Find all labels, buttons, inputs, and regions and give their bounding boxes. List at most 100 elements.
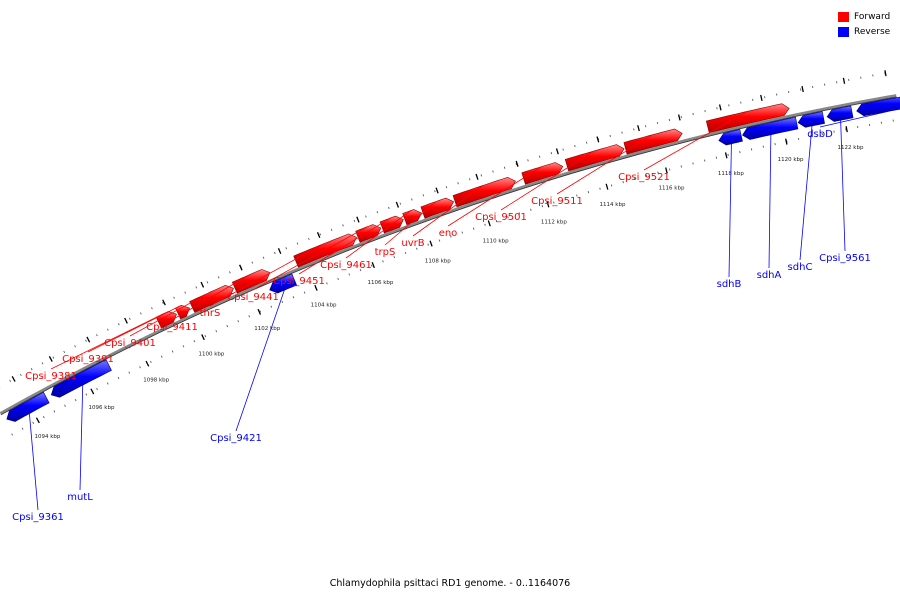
major-tick	[356, 216, 360, 223]
minor-tick	[215, 329, 218, 333]
gene-label[interactable]: Cpsi_9361	[12, 512, 64, 523]
gene-arrow-cpsi-9521[interactable]	[705, 103, 790, 134]
scale-tick	[487, 220, 491, 227]
gene-label[interactable]: mutL	[67, 492, 93, 503]
gene-arrow-cpsi-9361[interactable]	[6, 391, 50, 422]
gene-arrow-cpsi-9411[interactable]	[231, 269, 271, 294]
minor-tick	[319, 233, 322, 236]
gene-label[interactable]: Cpsi_9511	[531, 196, 583, 207]
minor-tick	[171, 350, 174, 353]
minor-tick	[541, 205, 544, 208]
gene-leader-line	[447, 166, 542, 227]
minor-tick	[576, 194, 578, 197]
gene-leader-line	[79, 385, 84, 491]
gene-label[interactable]: Cpsi_9441	[227, 292, 279, 303]
gene-label[interactable]: Cpsi_9461	[320, 260, 372, 271]
gene-label[interactable]: thrS	[200, 308, 221, 319]
gene-leader-line	[209, 243, 325, 307]
scale-label: 1094 kbp	[34, 434, 60, 440]
minor-tick	[182, 345, 185, 348]
gene-leader-line	[87, 305, 182, 353]
minor-tick	[140, 312, 142, 315]
legend-item-forward: Forward	[838, 9, 890, 24]
gene-leader-line	[819, 110, 890, 128]
major-tick	[475, 173, 479, 180]
gene-label[interactable]: Cpsi_9501	[475, 212, 527, 223]
gene-label[interactable]: dsbD	[807, 129, 833, 140]
major-tick	[677, 114, 681, 121]
scale-label: 1114 kbp	[600, 202, 626, 208]
gene-label[interactable]: Cpsi_9421	[210, 433, 262, 444]
gene-label[interactable]: uvrB	[401, 238, 424, 249]
minor-tick	[160, 355, 163, 358]
minor-tick	[438, 239, 441, 242]
minor-tick	[11, 433, 14, 436]
major-tick	[884, 70, 887, 77]
minor-tick	[562, 148, 564, 151]
gene-label[interactable]: sdhB	[717, 279, 742, 290]
major-tick	[277, 247, 282, 255]
minor-tick	[342, 224, 344, 227]
major-tick	[842, 77, 846, 84]
minor-tick	[195, 286, 198, 289]
gene-arrow-cpsi-9561[interactable]	[826, 105, 854, 122]
minor-tick	[550, 152, 553, 155]
minor-tick	[248, 315, 251, 318]
major-tick	[48, 355, 53, 362]
minor-tick	[139, 366, 141, 369]
gene-arrow-trps[interactable]	[420, 197, 455, 219]
scale-label: 1104 kbp	[311, 302, 337, 308]
scale-label: 1102 kbp	[254, 326, 280, 332]
gene-leader-line	[129, 291, 211, 337]
gene-label[interactable]: Cpsi_9391	[62, 354, 114, 365]
minor-tick	[656, 122, 659, 125]
minor-tick	[9, 379, 12, 382]
gene-arrow-cpsi-9441[interactable]	[355, 224, 382, 243]
backbone-edge	[0, 96, 897, 416]
minor-tick	[296, 242, 299, 245]
forward-swatch	[838, 11, 849, 22]
minor-tick	[285, 247, 287, 250]
genome-backbone	[0, 94, 897, 416]
gene-arrow-sdha[interactable]	[742, 116, 799, 140]
gene-arrow-cpsi-9501[interactable]	[564, 144, 625, 172]
gene-arrow-mutl[interactable]	[50, 359, 112, 398]
minor-tick	[633, 128, 635, 131]
gene-label[interactable]: trpS	[375, 247, 396, 258]
major-tick	[11, 375, 16, 382]
gene-arrow-cpsi-9421[interactable]	[269, 273, 297, 294]
minor-tick	[515, 162, 518, 166]
gene-label[interactable]: Cpsi_9401	[104, 338, 156, 349]
gene-arrow-cpsi-9511[interactable]	[623, 128, 683, 155]
minor-tick	[237, 320, 240, 323]
minor-tick	[359, 268, 362, 272]
gene-label[interactable]: Cpsi_9381	[25, 371, 77, 382]
gene-label[interactable]: sdhA	[757, 270, 782, 281]
gene-arrow-cpsi-9401[interactable]	[189, 284, 234, 313]
gene-leader-line	[171, 274, 251, 321]
minor-tick	[634, 177, 636, 181]
minor-tick	[107, 328, 109, 331]
gene-label[interactable]: eno	[439, 228, 458, 239]
gene-label[interactable]: Cpsi_9521	[618, 172, 670, 183]
gene-leader-line	[728, 143, 732, 278]
minor-tick	[184, 291, 187, 294]
gene-arrow-uvrb[interactable]	[452, 176, 516, 208]
gene-label[interactable]: Cpsi_9561	[819, 253, 871, 264]
gene-label[interactable]: Cpsi_9451	[273, 276, 325, 287]
scale-tick	[201, 334, 205, 341]
minor-tick	[434, 190, 436, 193]
minor-tick	[53, 410, 56, 413]
minor-tick	[226, 325, 229, 328]
minor-tick	[480, 174, 483, 177]
gene-leader-line	[28, 413, 39, 511]
minor-tick	[416, 247, 418, 250]
major-tick	[760, 94, 763, 102]
gene-arrow-eno[interactable]	[521, 162, 564, 185]
gene-arrow-sdhb[interactable]	[718, 129, 743, 146]
gene-label[interactable]: Cpsi_9411	[146, 322, 198, 333]
gene-leader-line	[50, 312, 166, 370]
minor-tick	[422, 194, 425, 197]
gene-label[interactable]: sdhC	[788, 262, 813, 273]
gene-arrow-sdhc[interactable]	[797, 111, 825, 128]
